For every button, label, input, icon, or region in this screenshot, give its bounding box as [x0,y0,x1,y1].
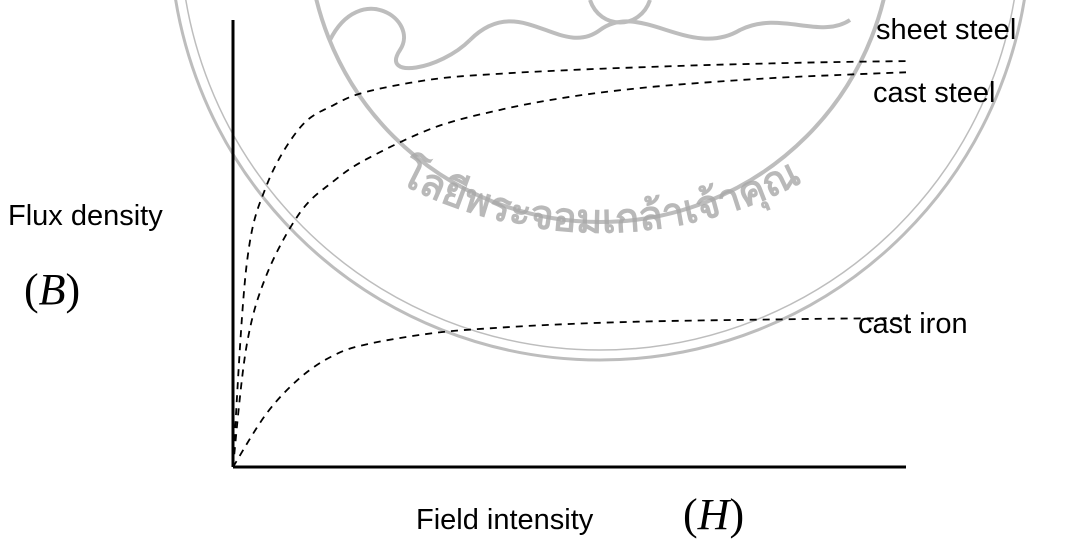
x-axis-label: Field intensity [416,504,594,536]
series-label-sheet-steel: sheet steel [876,14,1017,46]
series-line-sheet-steel [232,60,907,468]
series-label-cast-steel: cast steel [873,77,996,109]
x-axis-symbol: (H) [683,490,745,539]
series-line-cast-steel [232,71,907,468]
y-axis-label: Flux density [8,200,163,232]
series-line-cast-iron [232,317,907,468]
series-label-cast-iron: cast iron [858,308,968,340]
y-axis-symbol: (B) [24,265,81,314]
